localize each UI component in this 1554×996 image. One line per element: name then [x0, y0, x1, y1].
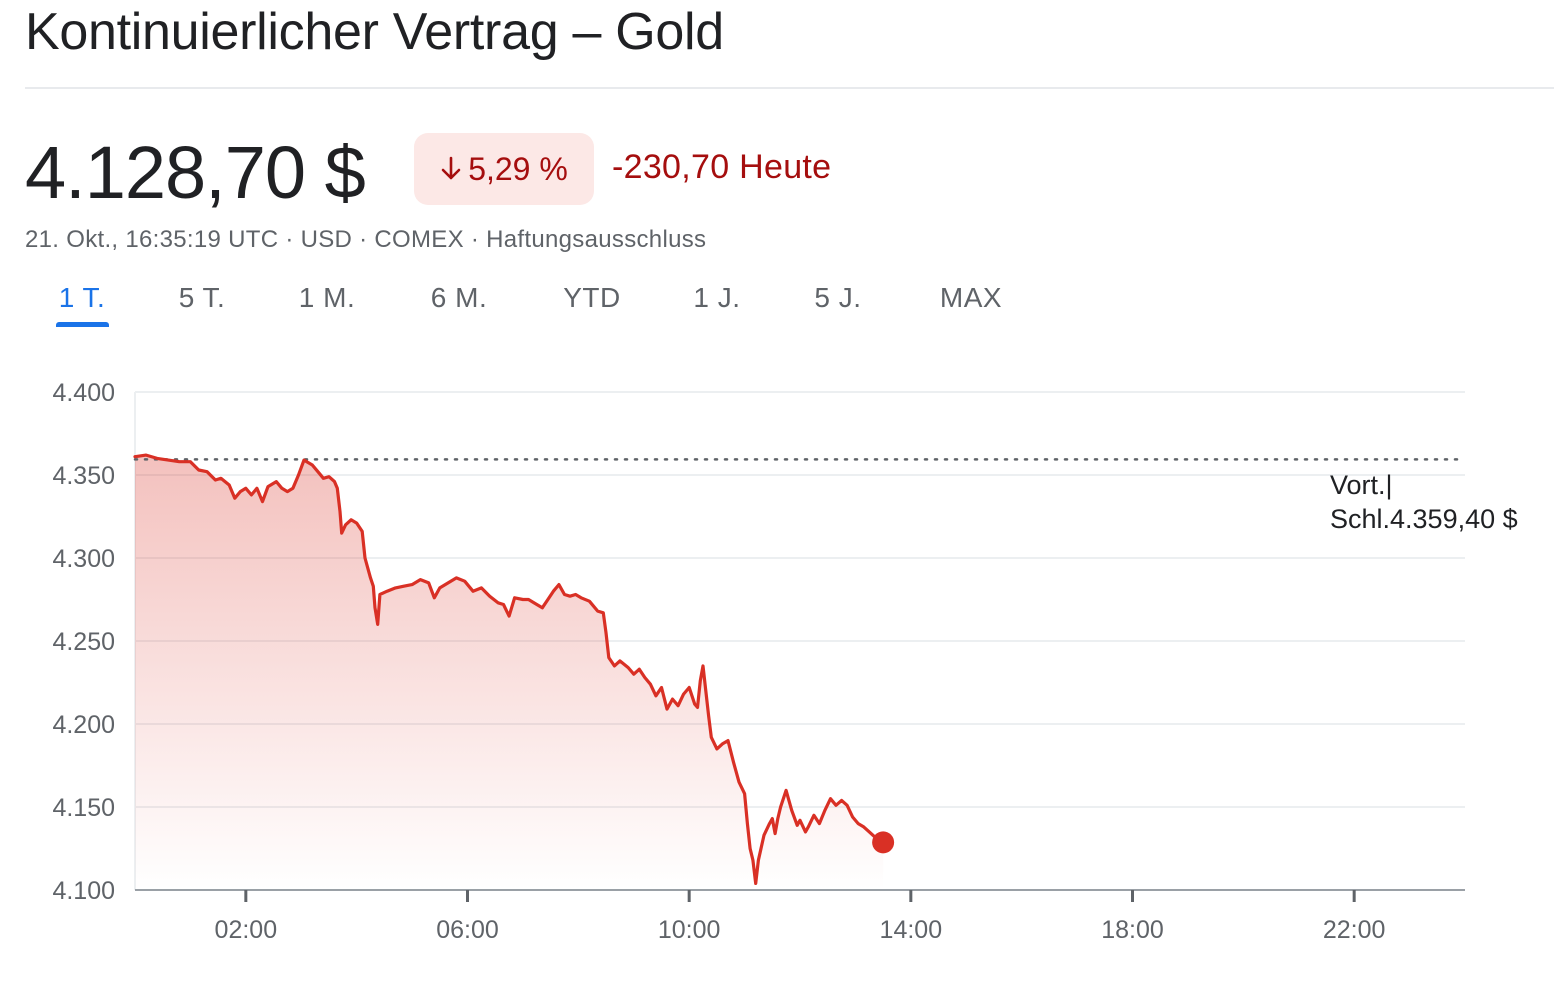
- previous-close-value: Schl.4.359,40 $: [1330, 504, 1518, 534]
- tab-6-months[interactable]: 6 M.: [430, 282, 488, 313]
- change-percent-badge: 5,29 %: [414, 133, 594, 205]
- y-tick-label: 4.100: [52, 877, 115, 905]
- header-divider: [25, 87, 1554, 89]
- x-tick-label: 18:00: [1101, 916, 1164, 944]
- tab-ytd[interactable]: YTD: [563, 282, 621, 313]
- range-tabs: 1 T. 5 T. 1 M. 6 M. YTD 1 J. 5 J. MAX: [0, 282, 1100, 332]
- quote-meta: 21. Okt., 16:35:19 UTC · USD · COMEX · H…: [25, 226, 707, 253]
- tab-max[interactable]: MAX: [939, 282, 1003, 313]
- x-tick-label: 06:00: [436, 916, 499, 944]
- tab-1-month[interactable]: 1 M.: [298, 282, 356, 313]
- y-tick-label: 4.150: [52, 794, 115, 822]
- tab-5-days[interactable]: 5 T.: [178, 282, 226, 313]
- current-price: 4.128,70 $: [25, 131, 366, 214]
- y-tick-label: 4.350: [52, 462, 115, 490]
- active-tab-indicator: [56, 322, 109, 327]
- previous-close-tooltip: Vort.| Schl.4.359,40 $: [1330, 468, 1518, 536]
- x-tick-label: 22:00: [1323, 916, 1386, 944]
- x-tick-label: 10:00: [658, 916, 721, 944]
- arrow-down-icon: [441, 156, 461, 180]
- tab-1-day[interactable]: 1 T.: [58, 282, 106, 313]
- y-tick-label: 4.250: [52, 628, 115, 656]
- y-tick-label: 4.200: [52, 711, 115, 739]
- previous-close-label: Vort.|: [1330, 470, 1393, 500]
- x-tick-label: 14:00: [880, 916, 943, 944]
- tab-5-years[interactable]: 5 J.: [814, 282, 862, 313]
- page-title: Kontinuierlicher Vertrag – Gold: [25, 3, 724, 61]
- change-absolute: -230,70 Heute: [612, 148, 832, 186]
- tab-1-year[interactable]: 1 J.: [693, 282, 741, 313]
- y-tick-label: 4.400: [52, 379, 115, 407]
- x-tick-label: 02:00: [215, 916, 278, 944]
- y-tick-label: 4.300: [52, 545, 115, 573]
- change-percent-value: 5,29 %: [468, 150, 568, 187]
- last-price-marker: [872, 831, 895, 854]
- price-area-fill: [135, 455, 884, 890]
- price-line: [133, 453, 885, 885]
